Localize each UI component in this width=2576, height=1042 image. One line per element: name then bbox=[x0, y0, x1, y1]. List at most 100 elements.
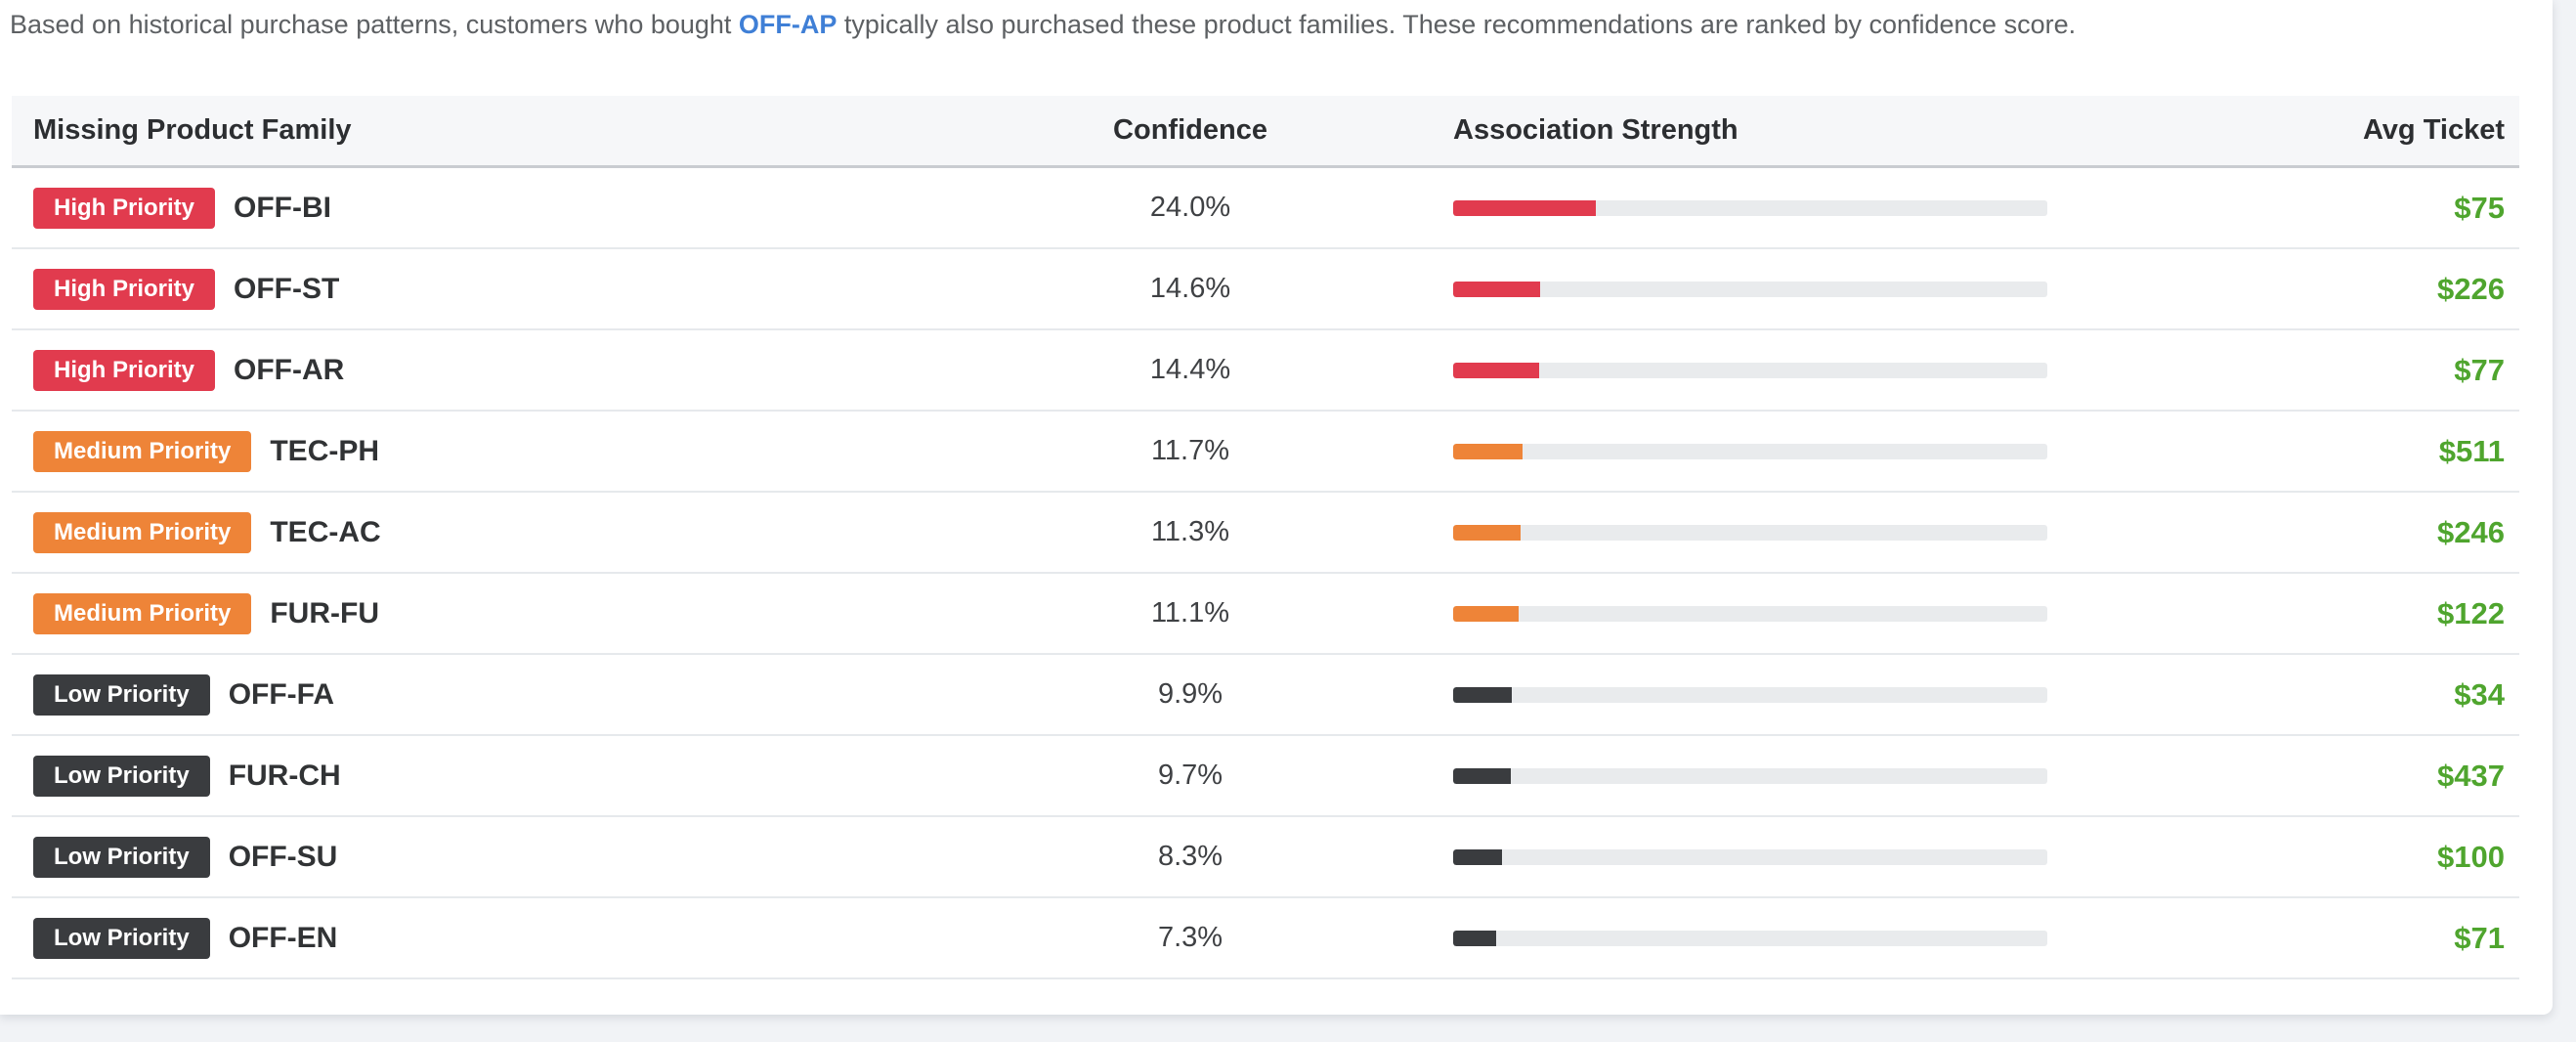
avg-ticket-value: $122 bbox=[2437, 595, 2505, 630]
intro-text: Based on historical purchase patterns, c… bbox=[0, 6, 2553, 43]
confidence-value: 9.9% bbox=[1157, 678, 1224, 710]
confidence-value: 11.7% bbox=[1150, 435, 1230, 466]
product-family-code: OFF-FA bbox=[228, 677, 334, 711]
strength-bar-track bbox=[1453, 686, 2047, 703]
product-family-code: OFF-EN bbox=[228, 921, 338, 954]
table-row: High Priority OFF-ST 14.6% $226 bbox=[12, 249, 2519, 330]
strength-cell bbox=[1337, 848, 2080, 865]
confidence-value: 24.0% bbox=[1149, 192, 1231, 223]
avg-ticket-value: $75 bbox=[2454, 190, 2505, 225]
strength-cell bbox=[1337, 281, 2080, 297]
strength-cell bbox=[1337, 524, 2080, 541]
strength-cell bbox=[1337, 605, 2080, 622]
family-cell: High Priority OFF-ST bbox=[12, 268, 1044, 310]
product-family-code: OFF-ST bbox=[234, 272, 340, 305]
priority-badge: Low Priority bbox=[33, 836, 210, 878]
confidence-value: 11.3% bbox=[1150, 516, 1230, 547]
strength-bar-track bbox=[1453, 362, 2047, 378]
priority-badge: High Priority bbox=[33, 349, 216, 391]
avg-ticket-value: $71 bbox=[2454, 920, 2505, 955]
table-row: Medium Priority FUR-FU 11.1% $122 bbox=[12, 574, 2519, 655]
table-header-row: Missing Product Family Confidence Associ… bbox=[12, 96, 2519, 168]
strength-bar-fill bbox=[1453, 767, 1511, 784]
strength-cell bbox=[1337, 930, 2080, 946]
confidence-value: 14.4% bbox=[1149, 354, 1231, 385]
family-cell: Low Priority OFF-EN bbox=[12, 917, 1044, 959]
strength-cell bbox=[1337, 443, 2080, 459]
family-cell: Low Priority FUR-CH bbox=[12, 755, 1044, 797]
strength-bar-fill bbox=[1453, 199, 1596, 216]
strength-bar-fill bbox=[1453, 605, 1520, 622]
priority-badge: High Priority bbox=[33, 268, 216, 310]
family-cell: High Priority OFF-AR bbox=[12, 349, 1044, 391]
strength-bar-track bbox=[1453, 199, 2047, 216]
table-row: Low Priority FUR-CH 9.7% $437 bbox=[12, 736, 2519, 817]
strength-bar-fill bbox=[1453, 362, 1539, 378]
product-family-code: OFF-BI bbox=[234, 191, 331, 224]
family-cell: Low Priority OFF-SU bbox=[12, 836, 1044, 878]
strength-cell bbox=[1337, 199, 2080, 216]
confidence-value: 8.3% bbox=[1157, 841, 1224, 872]
strength-bar-track bbox=[1453, 281, 2047, 297]
column-header-association-strength: Association Strength bbox=[1453, 114, 1739, 146]
avg-ticket-value: $437 bbox=[2437, 758, 2505, 793]
priority-badge: High Priority bbox=[33, 187, 216, 229]
avg-ticket-value: $511 bbox=[2438, 433, 2505, 468]
table-row: High Priority OFF-AR 14.4% $77 bbox=[12, 330, 2519, 412]
table-body: High Priority OFF-BI 24.0% $75 High Prio… bbox=[12, 168, 2519, 979]
table-row: Medium Priority TEC-AC 11.3% $246 bbox=[12, 493, 2519, 574]
confidence-value: 11.1% bbox=[1150, 597, 1230, 629]
strength-cell bbox=[1337, 767, 2080, 784]
strength-cell bbox=[1337, 686, 2080, 703]
priority-badge: Low Priority bbox=[33, 673, 210, 716]
priority-badge: Low Priority bbox=[33, 917, 210, 959]
family-cell: Medium Priority FUR-FU bbox=[12, 592, 1044, 634]
strength-bar-fill bbox=[1453, 281, 1540, 297]
table-row: Low Priority OFF-SU 8.3% $100 bbox=[12, 817, 2519, 898]
recommendations-table: Missing Product Family Confidence Associ… bbox=[12, 96, 2519, 979]
family-cell: Medium Priority TEC-AC bbox=[12, 511, 1044, 553]
table-row: Low Priority OFF-FA 9.9% $34 bbox=[12, 655, 2519, 736]
priority-badge: Medium Priority bbox=[33, 511, 252, 553]
table-row: Medium Priority TEC-PH 11.7% $511 bbox=[12, 412, 2519, 493]
priority-badge: Medium Priority bbox=[33, 430, 252, 472]
intro-suffix: typically also purchased these product f… bbox=[837, 10, 2077, 39]
recommendations-card: Based on historical purchase patterns, c… bbox=[0, 0, 2553, 1015]
intro-prefix: Based on historical purchase patterns, c… bbox=[10, 10, 739, 39]
strength-bar-fill bbox=[1453, 524, 1521, 541]
priority-badge: Medium Priority bbox=[33, 592, 252, 634]
strength-bar-track bbox=[1453, 848, 2047, 865]
column-header-avg-ticket: Avg Ticket bbox=[2362, 114, 2505, 146]
strength-bar-fill bbox=[1453, 848, 1503, 865]
strength-bar-fill bbox=[1453, 443, 1524, 459]
product-family-code: TEC-AC bbox=[270, 515, 381, 548]
column-header-missing-product-family: Missing Product Family bbox=[33, 114, 352, 146]
confidence-value: 7.3% bbox=[1157, 922, 1224, 953]
product-family-code: OFF-SU bbox=[228, 840, 338, 873]
strength-bar-fill bbox=[1453, 686, 1513, 703]
avg-ticket-value: $34 bbox=[2454, 676, 2505, 712]
family-cell: Medium Priority TEC-PH bbox=[12, 430, 1044, 472]
family-cell: High Priority OFF-BI bbox=[12, 187, 1044, 229]
avg-ticket-value: $100 bbox=[2437, 839, 2505, 874]
confidence-value: 14.6% bbox=[1149, 273, 1231, 304]
product-family-code: OFF-AR bbox=[234, 353, 345, 386]
family-cell: Low Priority OFF-FA bbox=[12, 673, 1044, 716]
avg-ticket-value: $226 bbox=[2437, 271, 2505, 306]
strength-bar-track bbox=[1453, 767, 2047, 784]
strength-bar-fill bbox=[1453, 930, 1497, 946]
strength-bar-track bbox=[1453, 930, 2047, 946]
table-row: Low Priority OFF-EN 7.3% $71 bbox=[12, 898, 2519, 979]
product-family-code: TEC-PH bbox=[270, 434, 380, 467]
strength-bar-track bbox=[1453, 443, 2047, 459]
product-family-code: FUR-CH bbox=[228, 759, 341, 792]
strength-cell bbox=[1337, 362, 2080, 378]
table-row: High Priority OFF-BI 24.0% $75 bbox=[12, 168, 2519, 249]
strength-bar-track bbox=[1453, 605, 2047, 622]
confidence-value: 9.7% bbox=[1157, 760, 1224, 791]
strength-bar-track bbox=[1453, 524, 2047, 541]
avg-ticket-value: $246 bbox=[2437, 514, 2505, 549]
product-highlight: OFF-AP bbox=[738, 10, 837, 39]
avg-ticket-value: $77 bbox=[2454, 352, 2505, 387]
column-header-confidence: Confidence bbox=[1113, 114, 1267, 146]
